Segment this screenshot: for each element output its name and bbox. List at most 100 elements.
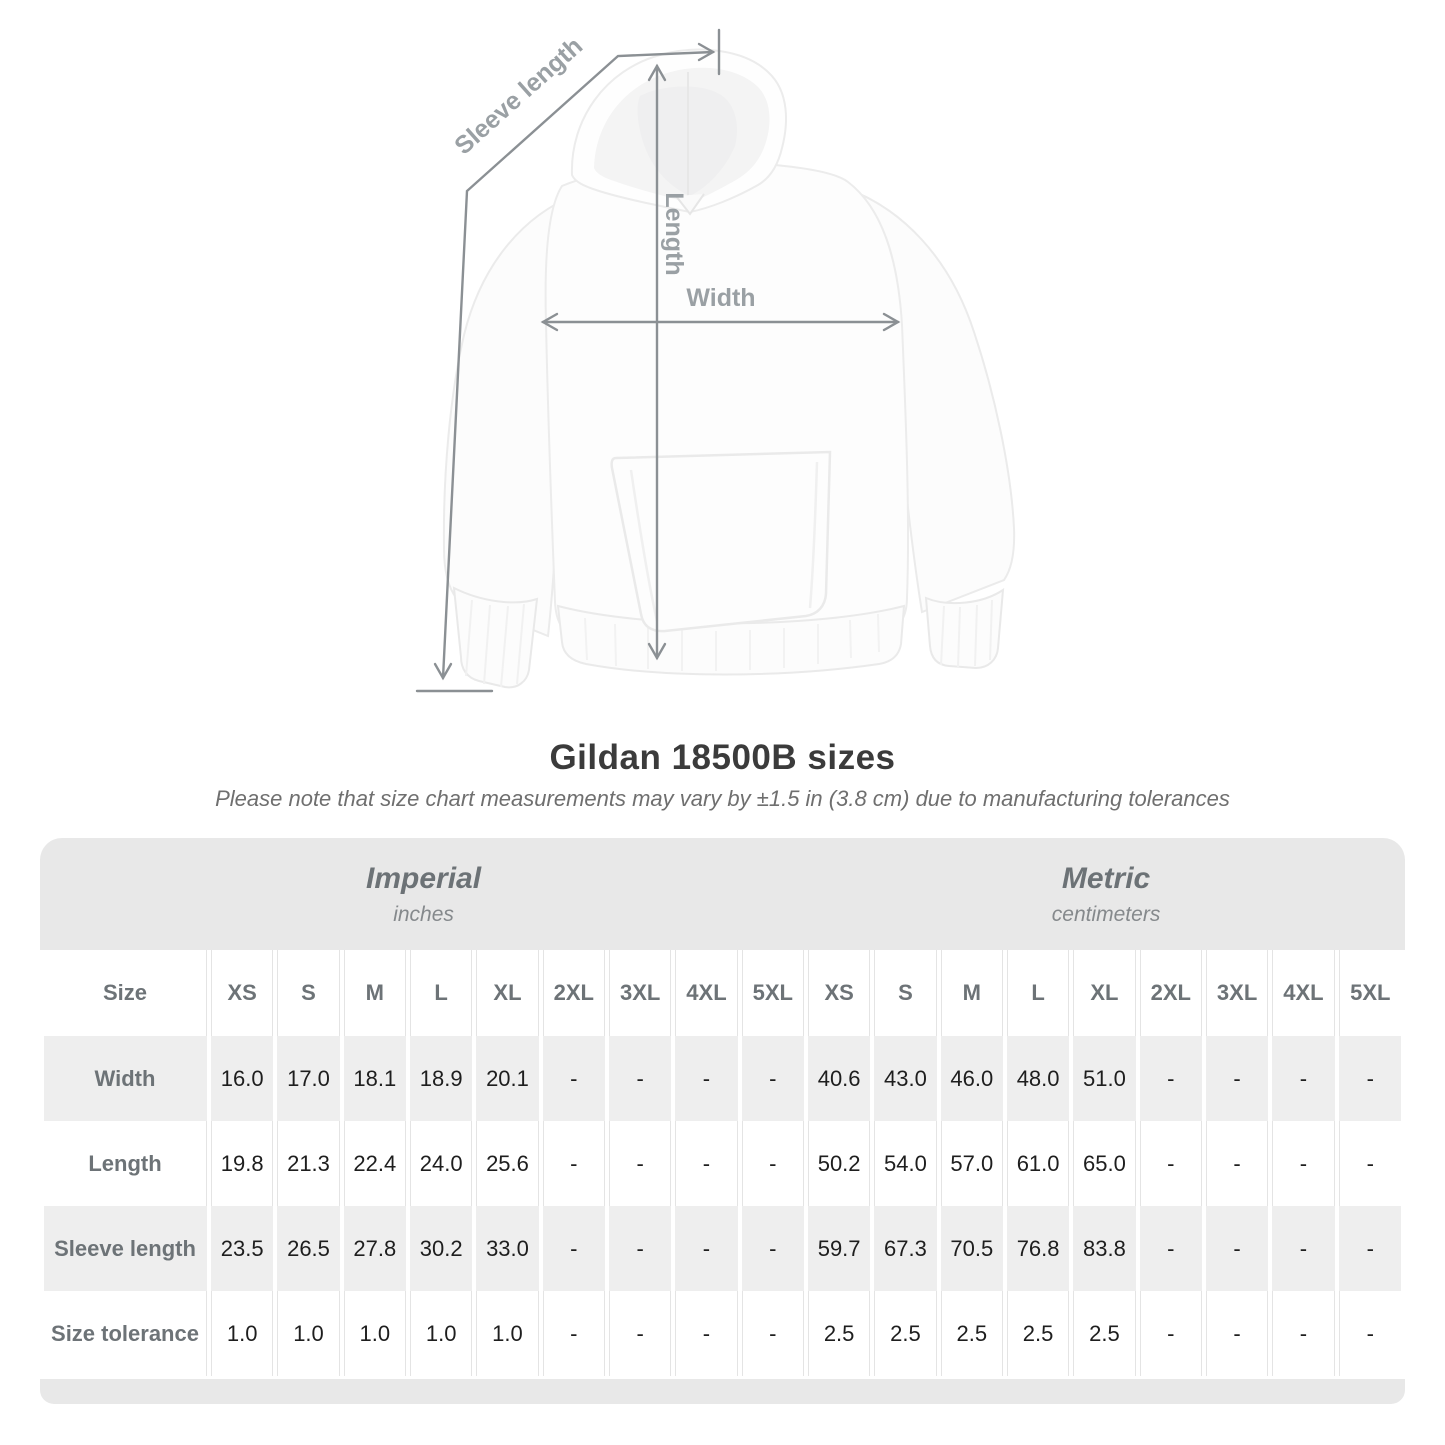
metric-unit: centimeters (1051, 902, 1161, 926)
cell-metric-length-xl: 65.0 (1073, 1121, 1136, 1206)
cell-imperial-sleeve-length-l: 30.2 (409, 1206, 473, 1291)
cell-imperial-width-xs: 16.0 (211, 1036, 274, 1121)
unit-header-band: Imperial inches Metric centimeters (40, 838, 1405, 950)
measurement-arrows (415, 28, 901, 693)
cell-imperial-length-xl: 25.6 (476, 1121, 539, 1206)
cell-imperial-size-tolerance-xs: 1.0 (211, 1291, 274, 1376)
cell-imperial-sleeve-length-xs: 23.5 (211, 1206, 274, 1291)
cell-metric-width-xl: 51.0 (1073, 1036, 1136, 1121)
right-cuff (924, 588, 1005, 670)
cell-imperial-size-tolerance-4xl: - (675, 1291, 738, 1376)
cell-metric-sleeve-length-s: 67.3 (874, 1206, 937, 1291)
imperial-label: Imperial (366, 861, 482, 895)
cell-metric-length-l: 61.0 (1006, 1121, 1070, 1206)
cell-imperial-width-m: 18.1 (343, 1036, 406, 1121)
cell-imperial-width-s: 17.0 (277, 1036, 340, 1121)
cell-metric-length-2xl: - (1139, 1121, 1202, 1206)
cell-imperial-length-l: 24.0 (409, 1121, 473, 1206)
tolerance-note: Please note that size chart measurements… (215, 786, 1230, 811)
size-chart: Imperial inches Metric centimeters Size X… (40, 838, 1405, 1404)
cell-metric-size-tolerance-4xl: - (1272, 1291, 1335, 1376)
cell-imperial-sleeve-length-xl: 33.0 (476, 1206, 539, 1291)
cell-imperial-size-tolerance-2xl: - (542, 1291, 605, 1376)
cell-metric-size-tolerance-m: 2.5 (940, 1291, 1003, 1376)
cell-metric-length-m: 57.0 (940, 1121, 1003, 1206)
size-header-metric-2xl: 2XL (1139, 950, 1202, 1036)
cell-imperial-size-tolerance-s: 1.0 (277, 1291, 340, 1376)
size-row-header: Size (44, 950, 207, 1036)
metric-label: Metric (1061, 861, 1151, 895)
cell-metric-length-5xl: - (1338, 1121, 1401, 1206)
size-header-imperial-l: L (409, 950, 473, 1036)
cell-metric-width-3xl: - (1205, 1036, 1269, 1121)
size-header-metric-xl: XL (1073, 950, 1136, 1036)
cell-imperial-size-tolerance-m: 1.0 (343, 1291, 406, 1376)
cell-metric-size-tolerance-xs: 2.5 (807, 1291, 871, 1376)
width-arrow (540, 312, 901, 332)
size-header-row: Size XS S M L XL 2XL 3XL 4XL 5XL XS S M L XL 2XL 3XL 4XL 5… (44, 950, 1401, 1036)
cell-metric-length-3xl: - (1205, 1121, 1269, 1206)
cell-imperial-size-tolerance-xl: 1.0 (476, 1291, 539, 1376)
sleeve-length-label: Sleeve length (449, 32, 588, 160)
title-block: Gildan 18500B sizes Please note that siz… (0, 738, 1445, 812)
hoodie-illustration: Sleeve length Length Width (415, 28, 1016, 693)
size-header-metric-4xl: 4XL (1272, 950, 1335, 1036)
cell-metric-length-4xl: - (1272, 1121, 1335, 1206)
hoodie-diagram: Sleeve length Length Width (415, 28, 1016, 693)
size-header-imperial-xs: XS (211, 950, 274, 1036)
cell-imperial-length-xs: 19.8 (211, 1121, 274, 1206)
cell-metric-length-s: 54.0 (874, 1121, 937, 1206)
cell-imperial-width-3xl: - (608, 1036, 672, 1121)
page-title: Gildan 18500B sizes (549, 738, 896, 777)
cell-metric-sleeve-length-l: 76.8 (1006, 1206, 1070, 1291)
imperial-unit: inches (393, 902, 454, 926)
cell-metric-width-l: 48.0 (1006, 1036, 1070, 1121)
cell-metric-width-xs: 40.6 (807, 1036, 871, 1121)
cell-imperial-width-xl: 20.1 (476, 1036, 539, 1121)
size-header-imperial-2xl: 2XL (542, 950, 605, 1036)
cell-imperial-sleeve-length-4xl: - (675, 1206, 738, 1291)
size-header-imperial-3xl: 3XL (608, 950, 672, 1036)
hood (570, 48, 787, 216)
cell-imperial-sleeve-length-m: 27.8 (343, 1206, 406, 1291)
cell-imperial-length-3xl: - (608, 1121, 672, 1206)
cell-imperial-width-2xl: - (542, 1036, 605, 1121)
cell-imperial-sleeve-length-2xl: - (542, 1206, 605, 1291)
row-label: Size tolerance (44, 1291, 207, 1376)
size-header-imperial-5xl: 5XL (741, 950, 804, 1036)
table-row: Size tolerance 1.0 1.0 1.0 1.0 1.0- - - -2.5 2.5 2… (44, 1291, 1401, 1376)
cell-metric-sleeve-length-xl: 83.8 (1073, 1206, 1136, 1291)
cell-imperial-length-2xl: - (542, 1121, 605, 1206)
cell-metric-size-tolerance-s: 2.5 (874, 1291, 937, 1376)
table-row: Length 19.8 21.3 22.4 24.0 25.6- - - -50.2 54.0 57… (44, 1121, 1401, 1206)
cell-imperial-size-tolerance-5xl: - (741, 1291, 804, 1376)
sleeve-length-arrow (415, 28, 721, 693)
size-header-metric-l: L (1006, 950, 1070, 1036)
size-header-imperial-m: M (343, 950, 406, 1036)
row-label: Width (44, 1036, 207, 1121)
cell-metric-size-tolerance-xl: 2.5 (1073, 1291, 1136, 1376)
cell-imperial-width-5xl: - (741, 1036, 804, 1121)
cell-imperial-sleeve-length-s: 26.5 (277, 1206, 340, 1291)
kangaroo-pocket (610, 450, 832, 633)
cell-imperial-width-l: 18.9 (409, 1036, 473, 1121)
cell-metric-width-5xl: - (1338, 1036, 1401, 1121)
cell-imperial-size-tolerance-3xl: - (608, 1291, 672, 1376)
cell-metric-width-2xl: - (1139, 1036, 1202, 1121)
cell-imperial-size-tolerance-l: 1.0 (409, 1291, 473, 1376)
left-cuff (452, 586, 539, 689)
cell-imperial-sleeve-length-5xl: - (741, 1206, 804, 1291)
cell-imperial-length-4xl: - (675, 1121, 738, 1206)
size-header-metric-s: S (874, 950, 937, 1036)
table-row: Sleeve length 23.5 26.5 27.8 30.2 33.0- - - -59.… (44, 1206, 1401, 1291)
cell-metric-sleeve-length-m: 70.5 (940, 1206, 1003, 1291)
cell-metric-size-tolerance-2xl: - (1139, 1291, 1202, 1376)
cell-metric-sleeve-length-4xl: - (1272, 1206, 1335, 1291)
cell-metric-sleeve-length-2xl: - (1139, 1206, 1202, 1291)
size-header-metric-3xl: 3XL (1205, 950, 1269, 1036)
cell-metric-sleeve-length-5xl: - (1338, 1206, 1401, 1291)
cell-imperial-sleeve-length-3xl: - (608, 1206, 672, 1291)
size-header-metric-xs: XS (807, 950, 871, 1036)
imperial-section-header: Imperial inches (40, 838, 807, 950)
